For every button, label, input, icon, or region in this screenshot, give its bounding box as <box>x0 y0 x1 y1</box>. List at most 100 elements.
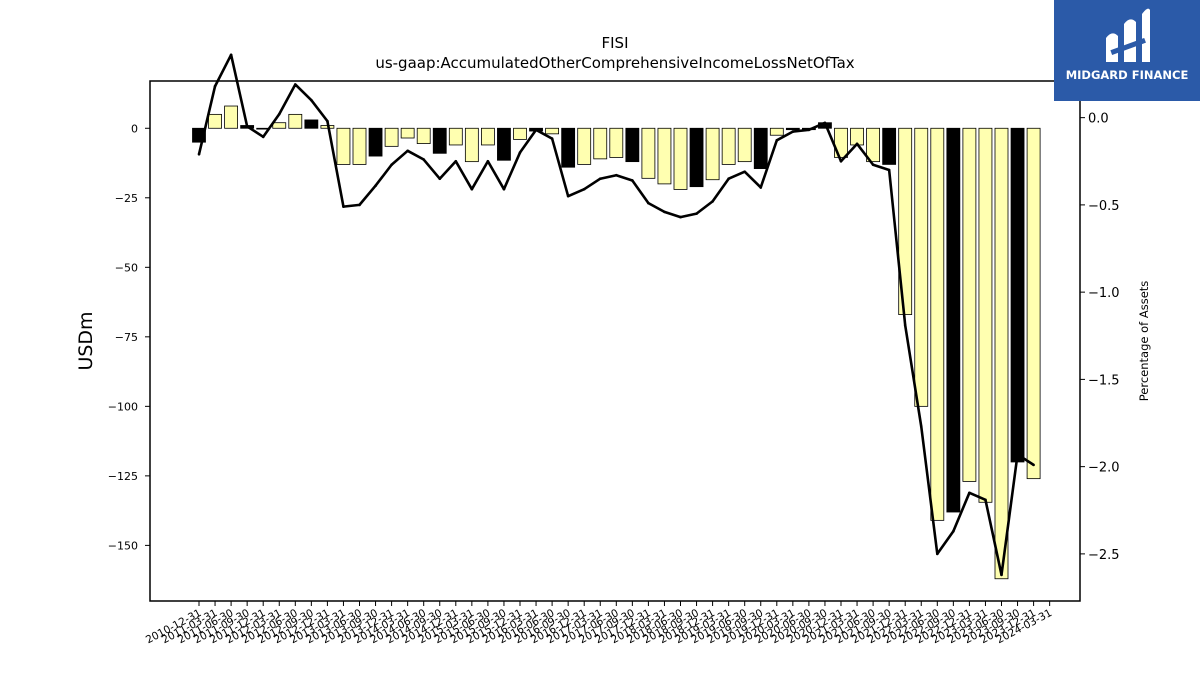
bar <box>978 127 993 503</box>
line-point <box>582 187 586 191</box>
y-tick-label: 0 <box>131 122 138 135</box>
bar <box>689 127 704 188</box>
line-point <box>406 149 409 153</box>
line-point <box>358 203 361 207</box>
bar-series <box>192 105 1041 580</box>
bar <box>657 127 672 185</box>
line-point <box>647 201 650 205</box>
line-point <box>518 151 522 154</box>
line-point <box>277 112 281 116</box>
line-point <box>952 529 955 533</box>
x-axis: 2010-12-312011-03-312011-06-302011-09-30… <box>144 601 1054 646</box>
bar <box>480 127 495 146</box>
y-tick-label: −75 <box>115 331 138 344</box>
y-tick-label: −125 <box>108 470 138 483</box>
bar <box>882 127 897 165</box>
line-point <box>871 163 875 167</box>
line-point <box>550 137 554 140</box>
chart-title: FISI <box>602 34 629 52</box>
line-point <box>615 173 618 177</box>
line-point <box>566 194 570 198</box>
line-point <box>887 168 891 172</box>
bar <box>224 105 239 129</box>
line-point <box>631 179 634 182</box>
bar <box>561 127 576 168</box>
line-point <box>310 98 313 102</box>
line-point <box>598 177 602 181</box>
bar <box>384 127 399 147</box>
bar <box>641 127 656 179</box>
bar <box>994 127 1009 580</box>
bar <box>304 119 319 129</box>
line-point <box>791 130 795 133</box>
line-point <box>261 135 265 139</box>
line-point <box>936 552 939 556</box>
y2-tick-label: −1.0 <box>1088 286 1120 301</box>
y2-tick-label: −1.5 <box>1088 373 1120 388</box>
bar <box>930 127 945 521</box>
logo-mark-icon <box>1106 8 1150 63</box>
bar <box>400 127 415 139</box>
bar <box>513 127 527 140</box>
line-point <box>294 83 297 86</box>
line-point <box>807 128 811 132</box>
line-point <box>213 84 217 88</box>
line-point <box>695 212 698 215</box>
bar <box>593 127 608 160</box>
y2-tick-label: −2.0 <box>1088 461 1120 476</box>
logo-text: MIDGARD FINANCE <box>1065 68 1189 82</box>
bar <box>577 127 592 165</box>
line-point <box>1016 453 1019 456</box>
line-point <box>1000 573 1003 577</box>
bar <box>946 127 961 513</box>
plot-frame <box>149 80 1081 602</box>
line-point <box>968 491 971 495</box>
line-point <box>229 53 233 57</box>
bar <box>914 127 929 407</box>
bar <box>497 127 511 161</box>
y-axis-label: USDm <box>75 311 97 370</box>
line-point <box>903 323 907 327</box>
line-point <box>454 159 458 163</box>
line-point <box>197 152 201 156</box>
bar <box>1010 127 1025 463</box>
line-point <box>727 177 730 181</box>
line-point <box>823 121 827 125</box>
bar <box>962 127 977 482</box>
y2-tick-label: −2.5 <box>1088 548 1120 563</box>
bar <box>673 127 688 190</box>
line-point <box>245 125 249 128</box>
line-point <box>919 425 923 428</box>
y-tick-label: −50 <box>115 261 138 274</box>
bar <box>705 127 720 181</box>
bar <box>609 127 624 158</box>
bar <box>866 127 880 163</box>
line-point <box>422 158 426 161</box>
line-point <box>855 142 859 146</box>
bar <box>336 127 351 165</box>
bar <box>352 127 367 165</box>
bar <box>416 127 431 144</box>
y2-axis-label: Percentage of Assets <box>1137 281 1151 402</box>
line-point <box>342 205 345 208</box>
y2-tick-label: −0.5 <box>1088 199 1120 214</box>
line-point <box>984 498 987 502</box>
line-series <box>197 53 1035 577</box>
bar <box>737 127 752 163</box>
line-point <box>374 184 377 187</box>
line-point <box>502 187 506 191</box>
y-tick-label: −25 <box>115 192 138 205</box>
line-point <box>1032 463 1035 467</box>
bar <box>208 113 222 129</box>
y2-axis: 0.0 −0.5 −1.0 −1.5 −2.0 −2.5 <box>1080 112 1120 563</box>
line-point <box>663 210 666 214</box>
line-point <box>438 177 442 181</box>
line-point <box>743 170 746 174</box>
line-point <box>759 186 763 189</box>
line-point <box>486 159 490 163</box>
bar <box>753 127 768 169</box>
y2-tick-label: 0.0 <box>1088 112 1109 127</box>
line-point <box>390 163 393 167</box>
bar <box>850 127 864 146</box>
bar <box>1026 127 1041 480</box>
